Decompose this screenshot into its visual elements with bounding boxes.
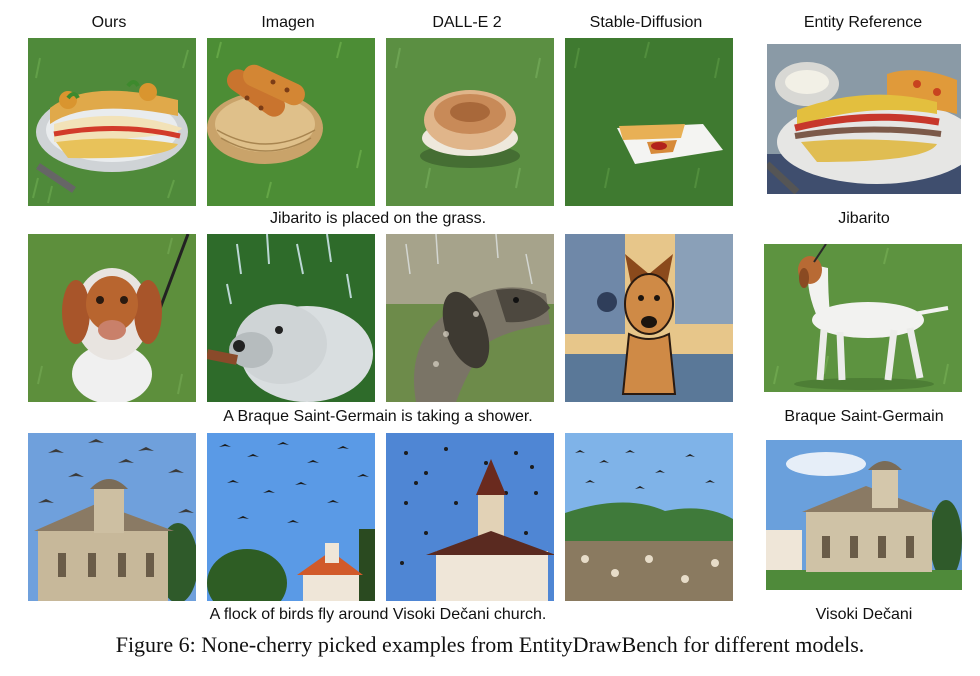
entity-label-visoki-decani: Visoki Dečani — [815, 606, 913, 623]
image-imagen-jibarito — [207, 38, 375, 206]
row-prompt-visoki-decani: A flock of birds fly around Visoki Dečan… — [209, 606, 547, 623]
image-imagen-braque — [207, 234, 375, 402]
row-prompt-braque: A Braque Saint-Germain is taking a showe… — [223, 408, 533, 425]
image-imagen-visoki-decani — [207, 433, 375, 601]
figure-caption: Figure 6: None-cherry picked examples fr… — [115, 632, 865, 657]
entity-label-jibarito: Jibarito — [838, 210, 890, 227]
image-stable-diffusion-visoki-decani — [565, 433, 733, 601]
image-reference-braque — [764, 244, 962, 392]
image-ours-jibarito — [28, 38, 196, 206]
image-ours-braque — [28, 234, 196, 402]
image-reference-visoki-decani — [766, 440, 962, 590]
image-dalle2-visoki-decani — [386, 433, 554, 601]
row-prompt-jibarito: Jibarito is placed on the grass. — [269, 210, 487, 227]
column-header-dalle2: DALL-E 2 — [432, 14, 502, 31]
image-stable-diffusion-braque — [565, 234, 733, 402]
image-stable-diffusion-jibarito — [565, 38, 733, 206]
column-header-entity-reference: Entity Reference — [803, 14, 923, 31]
image-dalle2-braque — [386, 234, 554, 402]
column-header-stable-diffusion: Stable-Diffusion — [589, 14, 703, 31]
column-header-imagen: Imagen — [261, 14, 315, 31]
image-reference-jibarito — [767, 44, 961, 194]
image-dalle2-jibarito — [386, 38, 554, 206]
column-header-ours: Ours — [91, 14, 127, 31]
image-ours-visoki-decani — [28, 433, 196, 601]
entity-label-braque: Braque Saint-Germain — [784, 408, 944, 425]
